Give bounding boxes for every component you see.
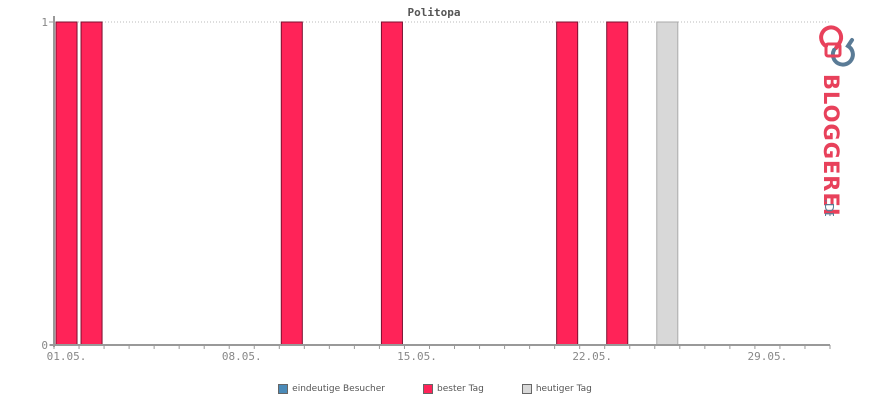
- x-tick-label: 15.05.: [397, 350, 437, 363]
- logo-suffix: .DE: [822, 199, 836, 216]
- x-tick-label: 22.05.: [572, 350, 612, 363]
- chart-axes: [49, 16, 831, 349]
- x-tick-label: 01.05.: [47, 350, 87, 363]
- x-tick-label: 29.05.: [748, 350, 788, 363]
- chart-title: Politopa: [408, 6, 461, 19]
- bar-heutiger-tag-25: [656, 21, 679, 346]
- bar-bester-tag-14: [380, 21, 403, 346]
- bar-bester-tag-10: [280, 21, 303, 346]
- bar-bester-tag-2: [80, 21, 103, 346]
- y-axis-labels: 01: [41, 16, 48, 352]
- y-tick-label: 1: [41, 16, 48, 29]
- legend-item-visitors: eindeutige Besucher: [278, 384, 385, 394]
- bar-bester-tag-23: [606, 21, 629, 346]
- x-axis-labels: 01.05. 08.05. 15.05. 22.05. 29.05.: [47, 350, 788, 363]
- y-tick-label: 0: [41, 339, 48, 352]
- bar-bester-tag-1: [55, 21, 78, 346]
- legend-swatch-visitors: [278, 384, 289, 394]
- legend-label-best-day: bester Tag: [437, 384, 484, 394]
- bloggerei-logo-icon: [819, 25, 855, 67]
- legend-swatch-today: [521, 384, 532, 394]
- chart-bars: [55, 21, 679, 346]
- legend-item-today: heutiger Tag: [521, 384, 592, 394]
- legend-label-visitors: eindeutige Besucher: [292, 384, 385, 394]
- x-tick-label: 08.05.: [222, 350, 262, 363]
- bar-bester-tag-21: [556, 21, 579, 346]
- legend-item-best-day: bester Tag: [423, 384, 484, 394]
- logo-wordmark: BLOGGEREI: [819, 74, 843, 216]
- chart-legend: eindeutige Besucher bester Tag heutiger …: [0, 384, 870, 394]
- bloggerei-logo[interactable]: BLOGGEREI .DE: [812, 16, 864, 216]
- legend-swatch-best-day: [423, 384, 433, 394]
- legend-label-today: heutiger Tag: [535, 384, 592, 394]
